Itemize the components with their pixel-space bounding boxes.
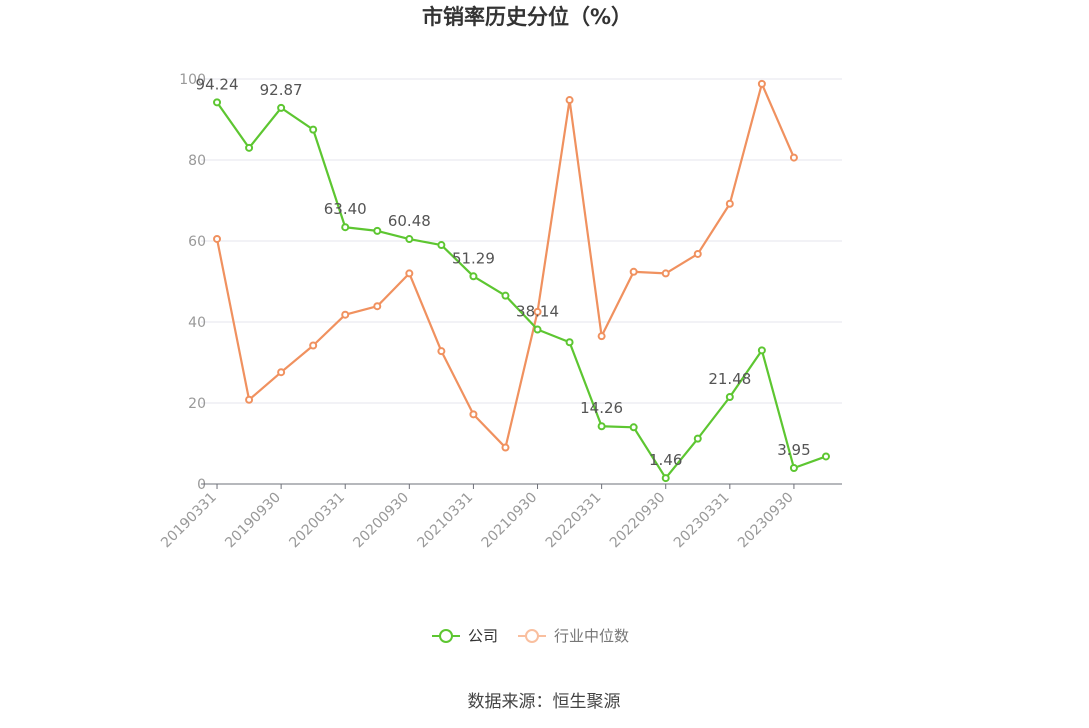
legend-swatch-marker[interactable] (439, 629, 453, 643)
data-point (533, 325, 542, 334)
data-point (373, 226, 382, 235)
data-point (757, 79, 766, 88)
data-point (629, 267, 638, 276)
y-tick-label: 20 (188, 396, 206, 412)
series-line (216, 101, 827, 480)
x-tick-label: 20200930 (350, 490, 412, 552)
data-label: 3.95 (777, 441, 810, 459)
data-point (373, 302, 382, 311)
data-point (405, 235, 414, 244)
y-tick-label: 60 (188, 234, 206, 250)
data-label: 14.26 (580, 399, 623, 417)
data-point (597, 422, 606, 431)
grid (201, 78, 842, 404)
data-point (789, 153, 798, 162)
data-point (789, 464, 798, 473)
data-point (245, 143, 254, 152)
data-point (245, 395, 254, 404)
data-label: 38.14 (516, 303, 559, 321)
data-point (341, 223, 350, 232)
data-point (213, 234, 222, 243)
source-note: 数据来源：恒生聚源 (468, 692, 621, 712)
x-tick-label: 20220331 (543, 490, 605, 552)
x-tick-label: 20220930 (607, 490, 669, 552)
data-point (501, 443, 510, 452)
x-tick-label: 20190331 (158, 490, 220, 552)
series-layer (213, 79, 830, 483)
data-point (725, 199, 734, 208)
x-tick-label: 20190930 (222, 490, 284, 552)
data-label: 51.29 (452, 249, 495, 267)
data-label: 21.48 (708, 370, 751, 388)
data-label: 92.87 (260, 81, 303, 99)
legend-label[interactable]: 公司 (468, 627, 498, 645)
data-point (565, 96, 574, 105)
legend[interactable]: 公司 行业中位数 (432, 627, 629, 645)
data-point (661, 474, 670, 483)
legend-label[interactable]: 行业中位数 (554, 627, 629, 645)
data-label: 1.46 (649, 451, 682, 469)
data-point (341, 310, 350, 319)
data-point (501, 291, 510, 300)
series-line (215, 82, 795, 449)
x-tick-label: 20230331 (671, 490, 733, 552)
y-tick-label: 40 (188, 315, 206, 331)
data-point (565, 338, 574, 347)
data-label: 60.48 (388, 212, 431, 230)
data-label: 94.24 (196, 75, 239, 93)
data-point (629, 423, 638, 432)
y-tick-label: 80 (188, 153, 206, 169)
data-point (469, 272, 478, 281)
y-tick-label: 0 (197, 477, 206, 493)
data-point (213, 98, 222, 107)
data-point (309, 341, 318, 350)
data-point (821, 452, 830, 461)
data-point (437, 347, 446, 356)
data-point (693, 249, 702, 258)
data-point (533, 307, 542, 316)
data-point (597, 332, 606, 341)
axes: 0 20 40 60 80 100 20190331 20190930 20200331 2020… (158, 72, 842, 551)
x-tick-label: 20210930 (479, 490, 541, 552)
data-point (309, 125, 318, 134)
data-label: 63.40 (324, 200, 367, 218)
x-tick-label: 20230930 (735, 490, 797, 552)
legend-swatch-marker[interactable] (525, 629, 539, 643)
data-point (277, 368, 286, 377)
data-point (661, 269, 670, 278)
data-point (469, 410, 478, 419)
data-point (757, 346, 766, 355)
data-point (725, 393, 734, 402)
data-point (693, 434, 702, 443)
x-tick-label: 20210331 (415, 490, 477, 552)
chart-title: 市销率历史分位（%） (422, 5, 632, 29)
data-point (277, 103, 286, 112)
data-point (437, 241, 446, 250)
data-labels: 94.24 92.87 63.40 60.48 51.29 38.14 14.26 1.46 2… (196, 75, 811, 469)
data-point (405, 269, 414, 278)
y-tick-label: 100 (179, 72, 206, 88)
x-tick-label: 20200331 (286, 490, 348, 552)
